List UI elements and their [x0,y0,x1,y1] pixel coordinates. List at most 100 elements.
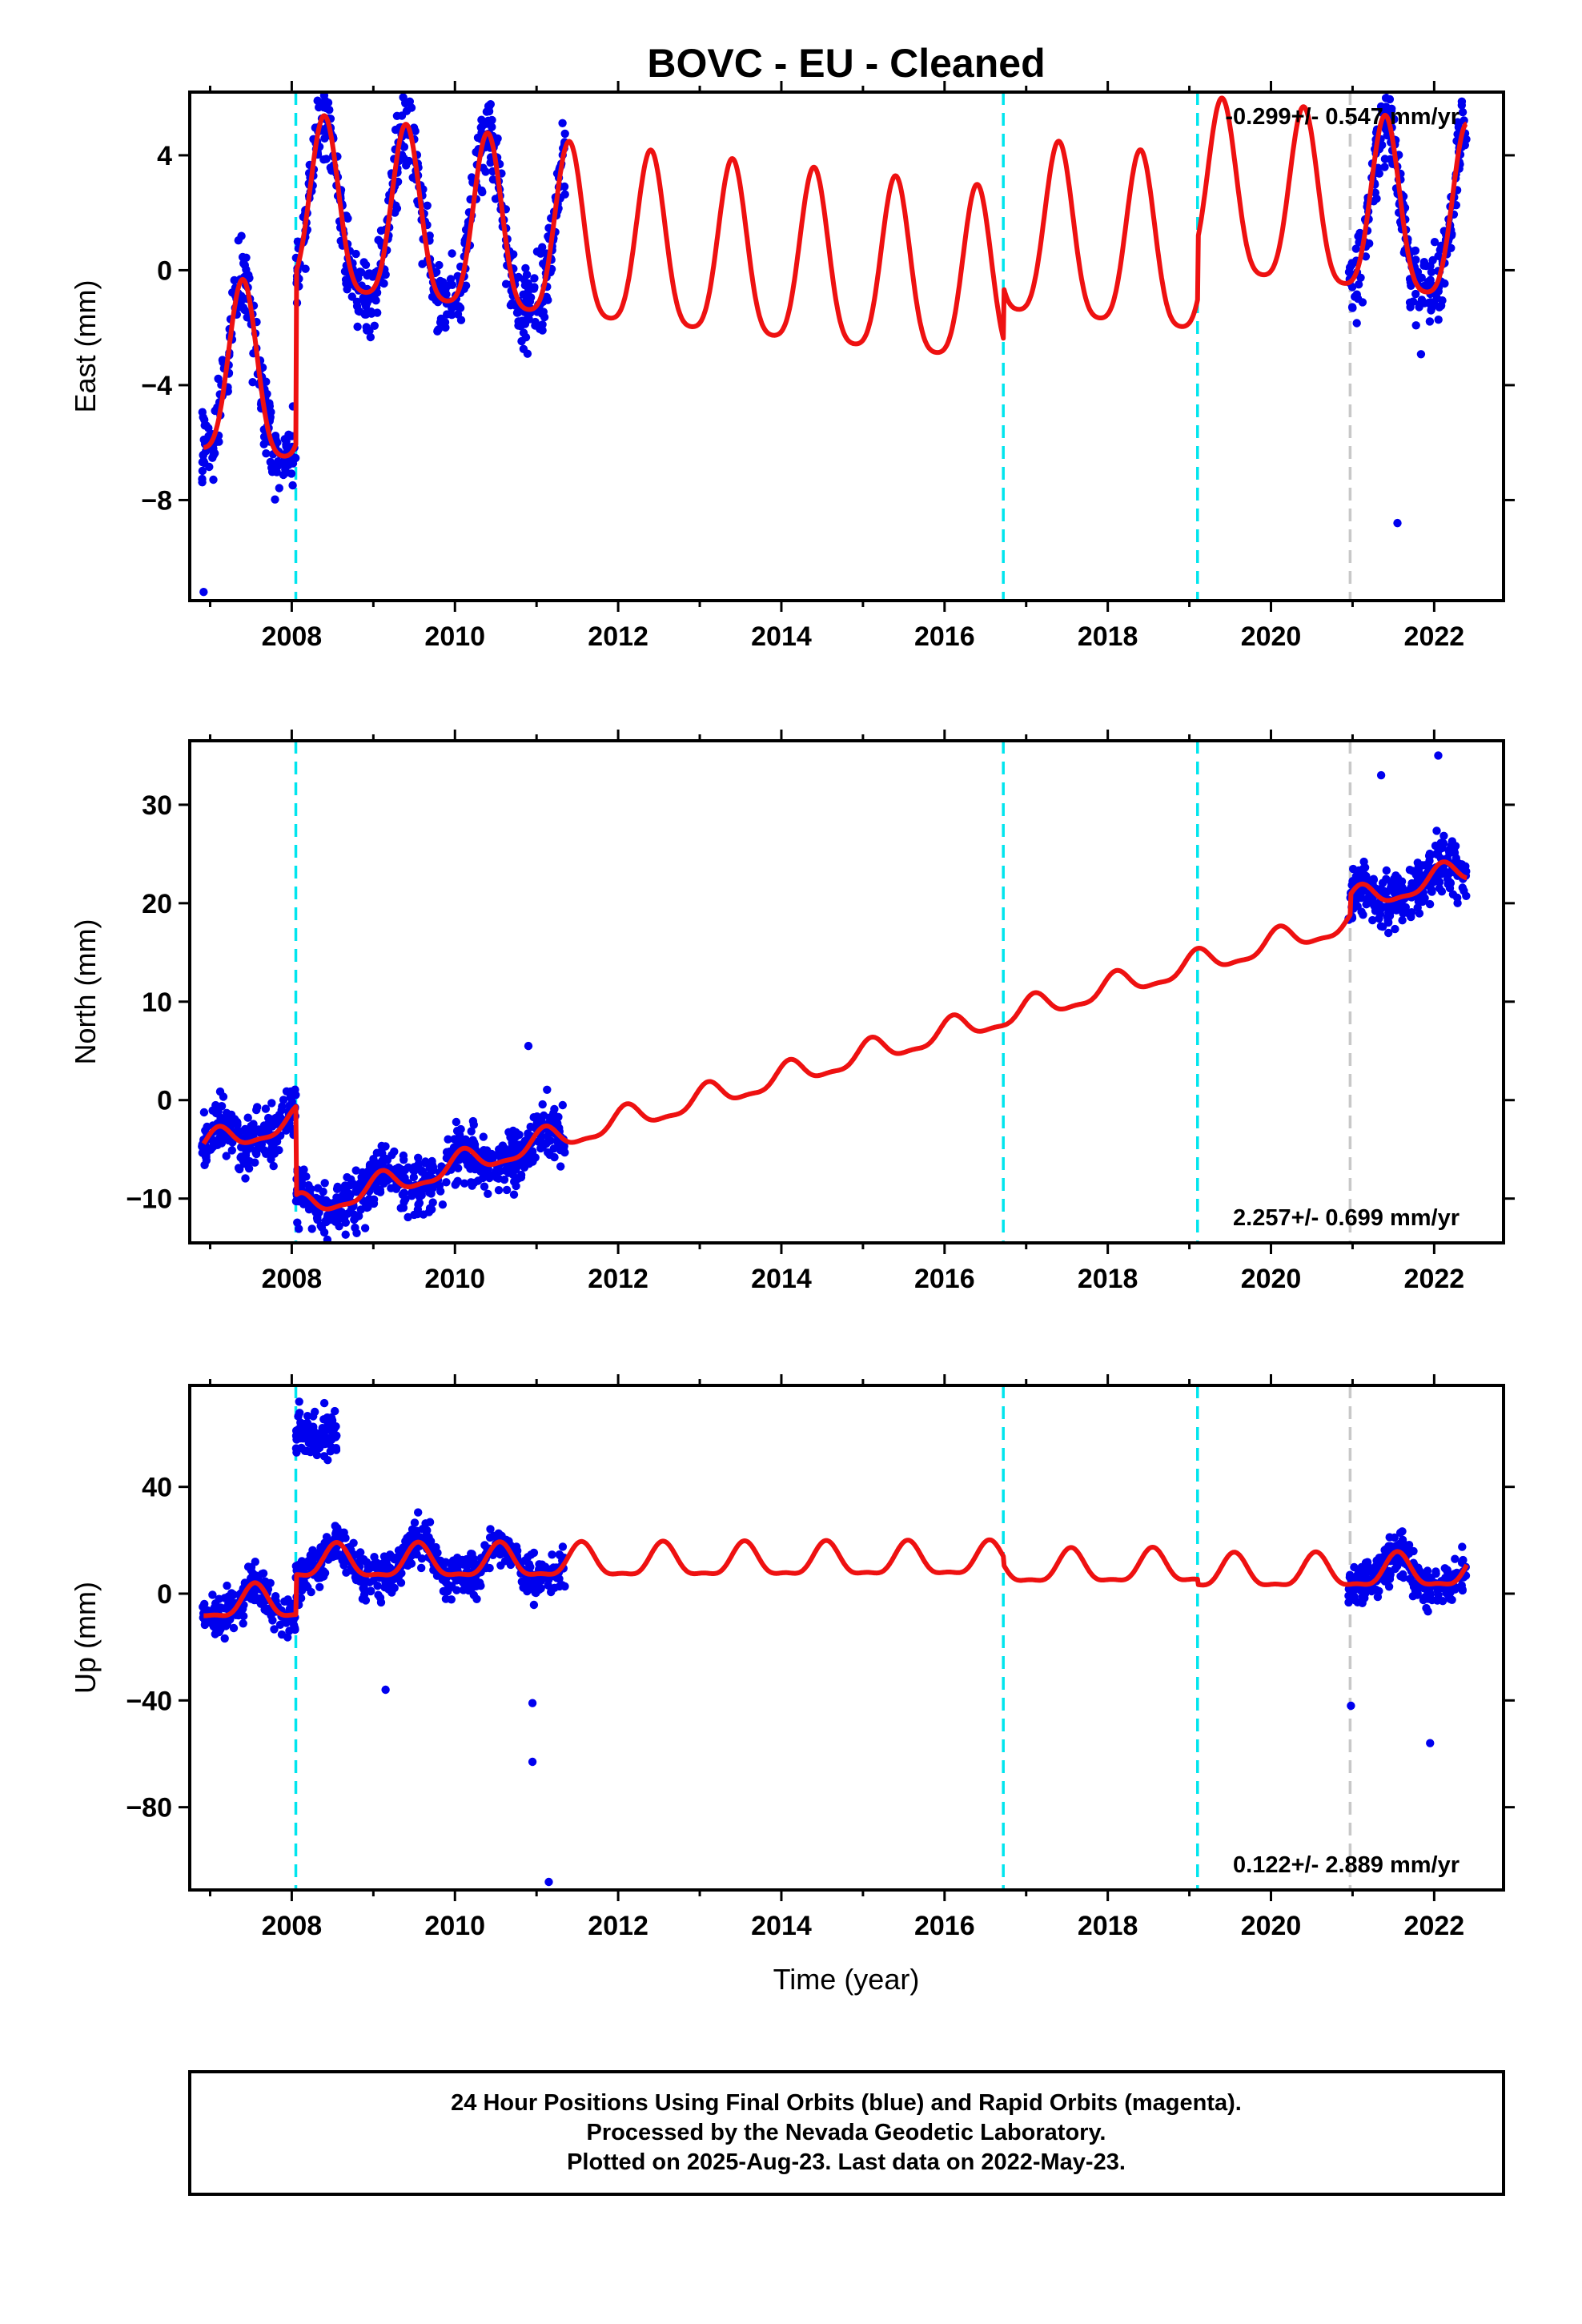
data-point [1409,1546,1418,1556]
data-point [359,1172,367,1180]
data-point [205,462,214,472]
data-point [436,276,445,286]
data-point [1415,1566,1424,1576]
y-tick-label: 0 [157,1579,172,1610]
data-point [359,258,368,267]
data-point [480,1182,489,1191]
data-point [311,1407,319,1417]
data-point [410,1163,419,1172]
data-point [323,99,333,107]
data-point [414,1200,423,1209]
chart-title: BOVC - EU - Cleaned [647,41,1045,86]
data-point [297,1557,307,1566]
data-point [370,1553,379,1562]
data-point [556,1162,565,1171]
data-point [1413,858,1423,867]
data-point [488,115,496,125]
data-point [323,1456,332,1465]
data-point [506,1133,515,1142]
data-point [213,1619,222,1629]
data-point [455,302,464,311]
data-point [226,1114,235,1123]
data-point [264,1113,273,1123]
data-point [266,1578,275,1588]
y-axis-label: Up (mm) [69,1582,102,1694]
data-points [199,1397,1471,1887]
data-point [494,1186,504,1195]
data-point [531,1153,540,1162]
data-point [436,314,446,324]
data-point [290,1621,299,1630]
data-point [410,1518,420,1527]
data-point [375,1185,384,1195]
data-point [1371,907,1380,915]
data-point [1376,81,1384,89]
data-point [405,1534,415,1542]
data-point [470,1140,480,1149]
data-point [201,1126,210,1136]
outlier-point [381,1685,390,1695]
data-point [448,1556,458,1565]
data-point [442,1153,452,1163]
data-point [370,321,379,330]
data-point [288,459,298,468]
data-point [275,1146,283,1155]
data-point [417,1554,427,1563]
data-point [550,1583,559,1593]
data-point [199,412,207,422]
data-point [501,279,511,288]
data-point [1352,319,1361,328]
data-point [356,1205,365,1214]
data-point [483,1150,492,1160]
data-point [324,1435,333,1445]
data-point [363,1203,372,1212]
data-point [295,1224,303,1233]
data-point [322,1533,331,1542]
x-tick-label: 2014 [751,621,812,652]
data-point [1359,911,1367,919]
data-point [438,287,447,296]
data-point [240,260,249,270]
x-tick-label: 2016 [914,1264,975,1294]
data-point [295,1397,303,1406]
data-point [1399,1570,1407,1579]
data-point [350,1214,359,1224]
data-point [509,1190,519,1199]
data-point [263,1125,272,1135]
x-tick-label: 2020 [1241,621,1302,652]
outlier-point [1393,518,1402,528]
data-point [362,323,371,332]
data-point [1419,261,1428,270]
data-point [491,195,500,203]
x-tick-label: 2022 [1404,1911,1465,1941]
data-point [316,1221,325,1231]
data-point [307,1422,316,1431]
data-point [408,1188,416,1197]
data-point [1363,1562,1371,1570]
data-point [199,1108,209,1117]
y-tick-label: 40 [142,1473,172,1503]
data-point [537,309,547,318]
data-point [1431,841,1440,850]
data-point [291,1562,300,1570]
data-point [259,1569,268,1578]
data-point [388,1554,397,1562]
data-point [421,1159,430,1168]
data-point [312,1450,322,1460]
data-point [438,1200,448,1209]
data-point [315,1582,324,1592]
data-point [439,1586,448,1596]
x-tick-label: 2012 [588,1264,648,1294]
data-point [247,1574,255,1583]
data-point [1440,1564,1450,1573]
footer-box: 24 Hour Positions Using Final Orbits (bl… [188,2070,1505,2196]
data-point [516,322,525,331]
data-point [283,1633,292,1642]
data-point [1344,1598,1353,1607]
data-point [477,122,487,131]
data-point [396,1578,406,1587]
data-point [198,466,207,476]
data-point [1379,903,1388,911]
data-point [284,432,293,441]
data-point [442,1148,452,1156]
